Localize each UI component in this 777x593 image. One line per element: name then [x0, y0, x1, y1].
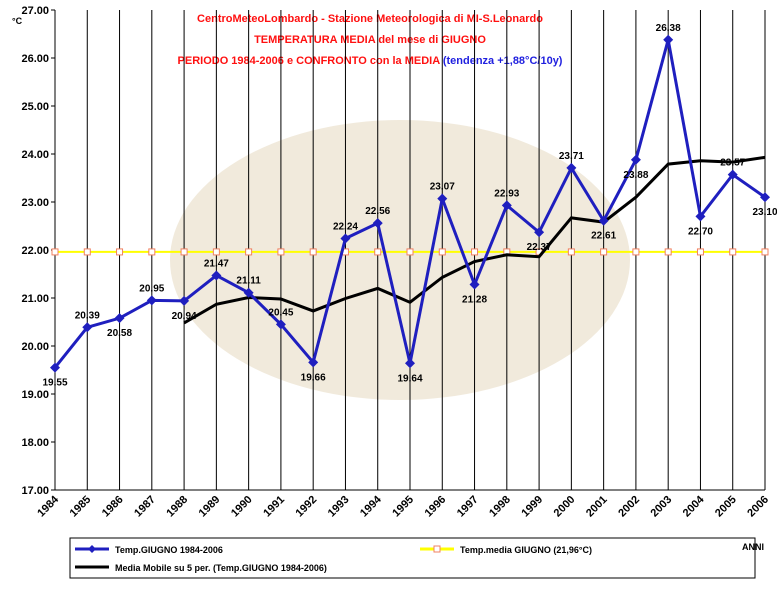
data-label: 22.93: [494, 188, 519, 199]
point: [469, 279, 480, 290]
point: [567, 248, 575, 256]
series-line: [183, 155, 766, 325]
point: [308, 357, 319, 368]
point: [630, 154, 641, 165]
point: [309, 248, 317, 256]
point: [51, 248, 59, 256]
legend-label: Media Mobile su 5 per. (Temp.GIUGNO 1984…: [115, 563, 327, 573]
point: [663, 34, 674, 45]
data-label: 21.28: [462, 295, 487, 306]
point: [406, 248, 414, 256]
point: [114, 313, 125, 324]
x-axis-label: ANNI: [742, 542, 764, 552]
data-label: 22.24: [333, 221, 358, 232]
y-tick-label: 26.00: [21, 53, 49, 65]
data-label: 23.71: [559, 151, 584, 162]
watermark: [170, 120, 630, 400]
point: [501, 200, 512, 211]
data-label: 26.38: [656, 23, 681, 34]
y-tick-label: 17.00: [21, 485, 49, 497]
point: [664, 248, 672, 256]
point: [727, 169, 738, 180]
data-label: 20.94: [172, 311, 197, 322]
point: [179, 295, 190, 306]
data-label: 19.64: [397, 373, 422, 384]
y-tick-label: 25.00: [21, 101, 49, 113]
data-label: 22.56: [365, 206, 390, 217]
data-label: 20.58: [107, 328, 132, 339]
title-period: PERIODO 1984-2006 e CONFRONTO con la MED…: [178, 55, 441, 67]
point: [180, 248, 188, 256]
legend-marker: [88, 545, 96, 553]
point: [437, 193, 448, 204]
point: [243, 287, 254, 298]
data-label: 21.47: [204, 258, 229, 269]
point: [405, 358, 415, 369]
point: [146, 295, 157, 306]
title-line: TEMPERATURA MEDIA del mese di GIUGNO: [254, 34, 486, 46]
point: [729, 248, 737, 256]
point: [340, 233, 351, 244]
y-tick-label: 22.00: [21, 245, 49, 257]
data-label: 19.55: [42, 378, 67, 389]
y-tick-label: 20.00: [21, 341, 49, 353]
y-axis-label: °C: [12, 16, 23, 26]
point: [148, 248, 156, 256]
y-tick-label: 18.00: [21, 437, 49, 449]
point: [374, 248, 382, 256]
point: [534, 227, 545, 238]
point: [471, 248, 479, 256]
point: [277, 248, 285, 256]
title-trend: (tendenza +1,88°C/10y): [443, 55, 563, 67]
legend-marker: [433, 545, 441, 553]
point: [212, 248, 220, 256]
point: [598, 215, 609, 226]
y-tick-label: 24.00: [21, 149, 49, 161]
data-label: 20.45: [268, 307, 293, 318]
point: [372, 218, 383, 229]
title-line: CentroMeteoLombardo - Stazione Meteorolo…: [197, 13, 543, 25]
point: [245, 248, 253, 256]
legend-label: Temp.GIUGNO 1984-2006: [115, 545, 223, 555]
point: [275, 319, 286, 330]
point: [761, 248, 769, 256]
y-tick-label: 19.00: [21, 389, 49, 401]
y-tick-label: 21.00: [21, 293, 49, 305]
point: [438, 248, 446, 256]
data-label: 20.95: [139, 283, 164, 294]
point: [211, 270, 222, 281]
point: [83, 248, 91, 256]
point: [566, 162, 577, 173]
data-label: 19.66: [301, 372, 326, 383]
point: [116, 248, 124, 256]
point: [760, 192, 770, 203]
point: [696, 248, 704, 256]
data-label: 23.10: [752, 207, 777, 218]
data-label: 22.61: [591, 231, 616, 242]
point: [600, 248, 608, 256]
data-label: 20.39: [75, 310, 100, 321]
data-label: 23.88: [623, 170, 648, 181]
y-tick-label: 27.00: [21, 5, 49, 17]
point: [632, 248, 640, 256]
y-tick-label: 23.00: [21, 197, 49, 209]
data-label: 23.07: [430, 182, 455, 193]
legend-label: Temp.media GIUGNO (21,96°C): [460, 545, 592, 555]
data-label: 22.70: [688, 226, 713, 237]
data-label: 23.57: [720, 158, 745, 169]
point: [82, 322, 93, 333]
legend-box: [69, 537, 756, 579]
point: [695, 211, 706, 222]
data-label: 21.11: [236, 276, 261, 287]
data-label: 22.37: [527, 242, 552, 253]
point: [50, 362, 60, 373]
title-line: PERIODO 1984-2006 e CONFRONTO con la MED…: [178, 55, 563, 67]
